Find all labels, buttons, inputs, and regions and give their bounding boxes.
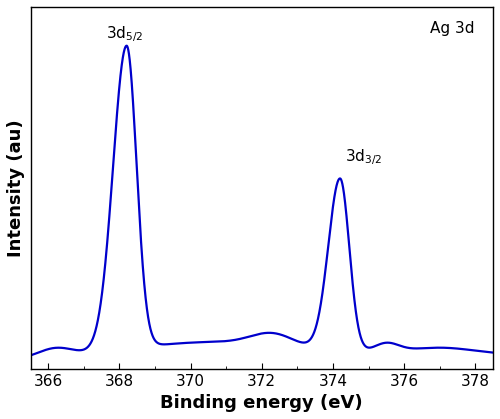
Text: Ag 3d: Ag 3d [430, 21, 474, 36]
Text: 3d$_{5/2}$: 3d$_{5/2}$ [106, 24, 144, 44]
Text: 3d$_{3/2}$: 3d$_{3/2}$ [346, 147, 383, 167]
X-axis label: Binding energy (eV): Binding energy (eV) [160, 394, 363, 412]
Y-axis label: Intensity (au): Intensity (au) [7, 119, 25, 256]
